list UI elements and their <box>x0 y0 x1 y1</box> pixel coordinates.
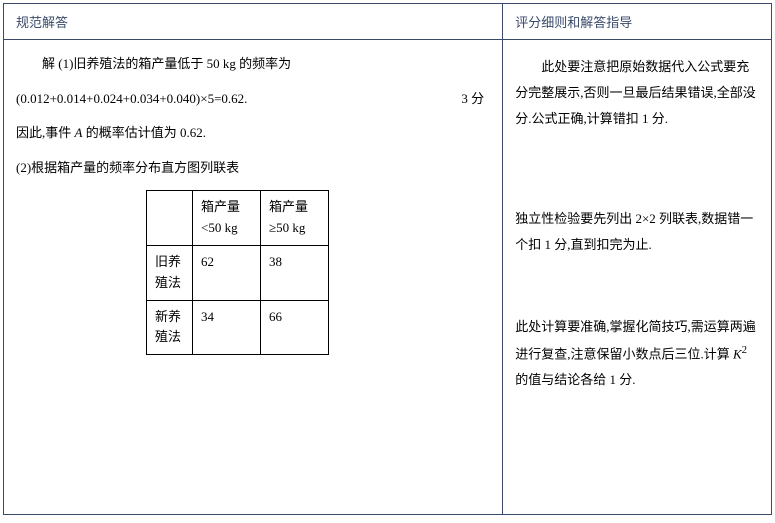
ct-empty-cell <box>147 191 193 246</box>
ct-row-old: 旧养殖法 62 38 <box>147 245 329 300</box>
ct-col2-header: 箱产量≥50 kg <box>261 191 329 246</box>
answer-formula: (0.012+0.014+0.024+0.034+0.040)×5=0.62. <box>16 91 247 106</box>
score-tag: 3 分 <box>461 85 484 114</box>
ct-row2-c2: 66 <box>261 300 329 355</box>
guide-cell: 此处要注意把原始数据代入公式要充分完整展示,否则一旦最后结果错误,全部没分.公式… <box>503 40 772 515</box>
answer-line-3-post: 的概率估计值为 0.62. <box>82 125 206 140</box>
k-exponent: 2 <box>742 344 747 356</box>
answer-line-1: 解 (1)旧养殖法的箱产量低于 50 kg 的频率为 <box>16 50 490 79</box>
ct-row-new: 新养殖法 34 66 <box>147 300 329 355</box>
ct-row1-label: 旧养殖法 <box>147 245 193 300</box>
k-variable: K <box>733 346 742 361</box>
guide-p3-post: 的值与结论各给 1 分. <box>515 372 635 387</box>
header-right: 评分细则和解答指导 <box>503 4 772 40</box>
ct-row1-c1: 62 <box>193 245 261 300</box>
ct-header-row: 箱产量<50 kg 箱产量≥50 kg <box>147 191 329 246</box>
contingency-table: 箱产量<50 kg 箱产量≥50 kg 旧养殖法 62 38 新养殖法 34 <box>146 190 329 355</box>
answer-line-4: (2)根据箱产量的频率分布直方图列联表 <box>16 154 490 183</box>
answer-line-2-wrap: (0.012+0.014+0.024+0.034+0.040)×5=0.62. … <box>16 85 490 114</box>
header-left: 规范解答 <box>4 4 503 40</box>
solution-grading-table: 规范解答 评分细则和解答指导 解 (1)旧养殖法的箱产量低于 50 kg 的频率… <box>3 3 772 515</box>
ct-row2-label: 新养殖法 <box>147 300 193 355</box>
answer-line-3: 因此,事件 A 的概率估计值为 0.62. <box>16 119 490 148</box>
guide-p3-pre: 此处计算要准确,掌握化简技巧,需运算两遍进行复查,注意保留小数点后三位.计算 <box>515 319 756 361</box>
ct-col1-header: 箱产量<50 kg <box>193 191 261 246</box>
table-content-row: 解 (1)旧养殖法的箱产量低于 50 kg 的频率为 (0.012+0.014+… <box>4 40 772 515</box>
table-header-row: 规范解答 评分细则和解答指导 <box>4 4 772 40</box>
ct-row2-c1: 34 <box>193 300 261 355</box>
guide-p3: 此处计算要准确,掌握化简技巧,需运算两遍进行复查,注意保留小数点后三位.计算 K… <box>515 314 759 393</box>
answer-line-3-pre: 因此,事件 <box>16 125 75 140</box>
guide-p1: 此处要注意把原始数据代入公式要充分完整展示,否则一旦最后结果错误,全部没分.公式… <box>515 54 759 132</box>
answer-cell: 解 (1)旧养殖法的箱产量低于 50 kg 的频率为 (0.012+0.014+… <box>4 40 503 515</box>
ct-row1-c2: 38 <box>261 245 329 300</box>
guide-p2: 独立性检验要先列出 2×2 列联表,数据错一个扣 1 分,直到扣完为止. <box>515 206 759 258</box>
